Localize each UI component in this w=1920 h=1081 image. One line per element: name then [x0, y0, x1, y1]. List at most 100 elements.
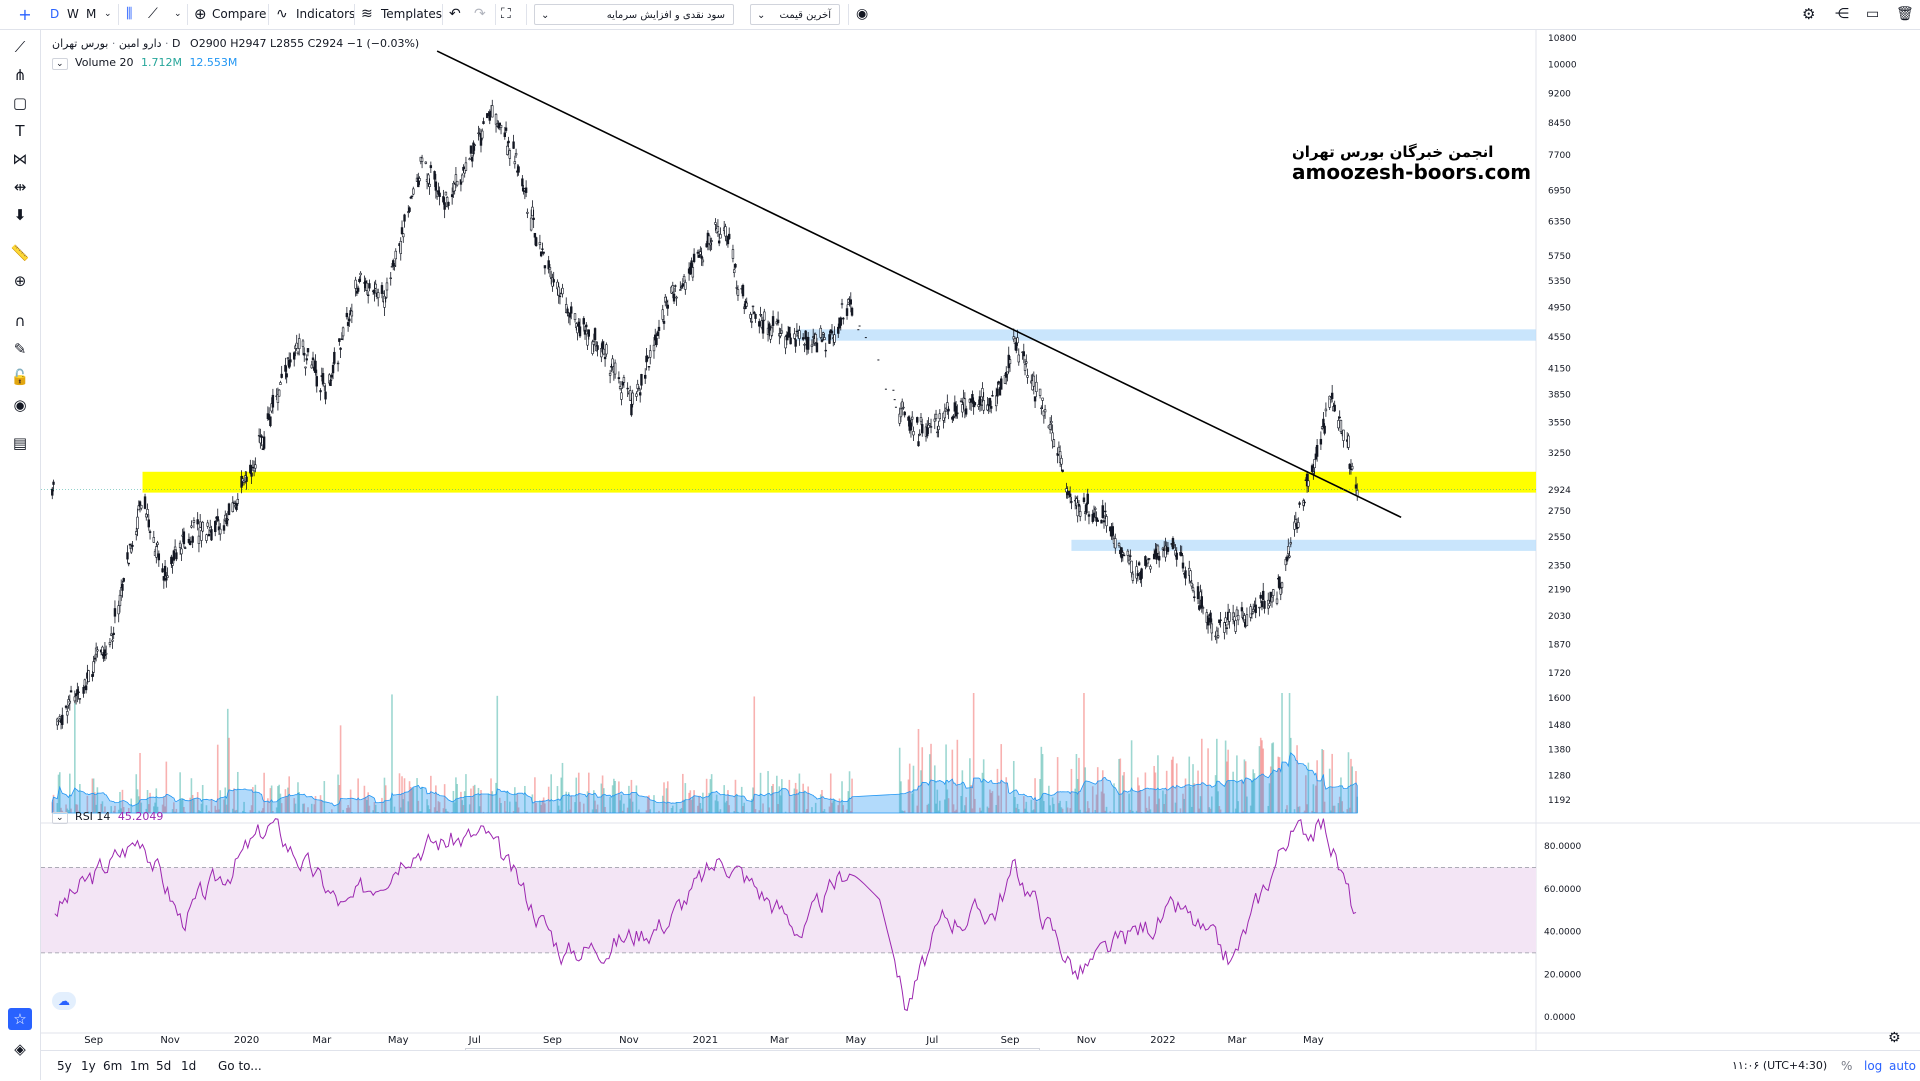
- gear-icon[interactable]: ⚙: [1802, 0, 1815, 29]
- symbol-legend: دارو امین · بورس تهران · D O2900 H2947 L…: [52, 37, 419, 50]
- price-tick-label: 2030: [1548, 612, 1571, 622]
- candle-body: [1071, 502, 1073, 503]
- candle-body: [411, 196, 413, 197]
- candle-body: [293, 353, 295, 360]
- text-tool-icon[interactable]: T: [8, 120, 32, 142]
- share-icon[interactable]: ⋲: [1835, 0, 1849, 29]
- range-5y[interactable]: 5y: [57, 1051, 72, 1081]
- range-5d[interactable]: 5d: [156, 1051, 171, 1081]
- candle-body: [1023, 352, 1025, 356]
- log-toggle[interactable]: log: [1864, 1051, 1882, 1081]
- candle-body: [69, 701, 71, 703]
- candle-body: [262, 449, 264, 450]
- divider: [118, 4, 119, 25]
- interval-w[interactable]: W: [67, 0, 79, 29]
- range-1d[interactable]: 1d: [181, 1051, 196, 1081]
- draw-mode-icon[interactable]: ✎: [8, 338, 32, 360]
- trash-icon[interactable]: 🗑: [1896, 0, 1914, 29]
- crosshair-icon[interactable]: +: [16, 0, 34, 29]
- magnet-icon[interactable]: ∩: [8, 310, 32, 332]
- candle-body: [1138, 563, 1140, 565]
- candle-body: [711, 241, 713, 242]
- line-chart-icon[interactable]: ⟋: [148, 0, 158, 29]
- rectangle-tool-icon[interactable]: ▢: [8, 92, 32, 114]
- candle-body: [682, 284, 684, 287]
- timezone-clock[interactable]: ۱۱:۰۶ (UTC+4:30): [1732, 1051, 1827, 1081]
- collapse-rsi-icon[interactable]: ⌄: [52, 812, 68, 824]
- candle-body: [351, 311, 353, 316]
- candle-body: [544, 266, 546, 268]
- trendline-tool-icon[interactable]: ⟋: [8, 36, 32, 58]
- range-1m[interactable]: 1m: [130, 1051, 149, 1081]
- goto-button[interactable]: Go to...: [218, 1051, 262, 1081]
- candle-body: [1128, 560, 1130, 563]
- templates-button[interactable]: Templates: [381, 0, 442, 29]
- candle-body: [412, 189, 414, 194]
- chart-canvas[interactable]: 1080010000920084507700695063505750535049…: [41, 30, 1920, 1050]
- prediction-tool-icon[interactable]: ⇹: [8, 176, 32, 198]
- candles-icon[interactable]: ⫼: [126, 0, 132, 29]
- candle-body: [429, 184, 431, 186]
- auto-toggle[interactable]: auto: [1889, 1051, 1916, 1081]
- range-6m[interactable]: 6m: [103, 1051, 122, 1081]
- candle-body: [367, 295, 369, 296]
- lock-icon[interactable]: 🔓: [8, 366, 32, 388]
- candle-body: [620, 393, 622, 400]
- arrow-down-icon[interactable]: ⬇: [8, 204, 32, 226]
- candle-body: [805, 331, 807, 339]
- indicators-icon[interactable]: ∿: [276, 0, 288, 29]
- remove-drawings-icon[interactable]: ▤: [8, 432, 32, 454]
- interval-m[interactable]: M: [86, 0, 96, 29]
- candle-body: [663, 321, 665, 323]
- pattern-tool-icon[interactable]: ⋈: [8, 148, 32, 170]
- candle-body: [149, 532, 151, 533]
- candle-body: [1017, 338, 1019, 343]
- candle-body: [307, 348, 309, 352]
- time-tick-label: Sep: [84, 1035, 103, 1046]
- collapse-volume-icon[interactable]: ⌄: [52, 58, 68, 70]
- candle-body: [1137, 573, 1139, 575]
- compare-plus-icon[interactable]: ⊕: [194, 0, 207, 29]
- candle-body: [802, 338, 804, 340]
- redo-icon[interactable]: ↷: [474, 0, 486, 29]
- tradingview-logo-icon[interactable]: ☁: [52, 992, 76, 1010]
- candle-body: [965, 409, 967, 415]
- eye-icon[interactable]: ◉: [856, 0, 868, 29]
- interval-dropdown-icon[interactable]: ⌄: [104, 0, 112, 29]
- compare-button[interactable]: Compare: [212, 0, 266, 29]
- dividend-adjustment-select[interactable]: ⌄سود نقدی و افزایش سرمایه: [534, 4, 734, 25]
- candle-body: [506, 146, 508, 154]
- candle-body: [1343, 430, 1345, 440]
- chart-settings-gear-icon[interactable]: ⚙: [1888, 1030, 1901, 1046]
- interval-d[interactable]: D: [50, 0, 59, 29]
- undo-icon[interactable]: ↶: [449, 0, 461, 29]
- zoom-in-icon[interactable]: ⊕: [8, 270, 32, 292]
- candle-body: [56, 719, 58, 725]
- interval-label: D: [172, 37, 180, 50]
- snapshot-icon[interactable]: ▭: [1866, 0, 1879, 29]
- templates-icon[interactable]: ≋: [361, 0, 373, 29]
- candle-body: [1325, 409, 1327, 411]
- pitchfork-tool-icon[interactable]: ⋔: [8, 64, 32, 86]
- range-1y[interactable]: 1y: [81, 1051, 96, 1081]
- fullscreen-icon[interactable]: ⛶: [501, 0, 511, 29]
- candle-body: [1192, 588, 1194, 591]
- favorites-star-icon[interactable]: ☆: [8, 1008, 32, 1030]
- candle-body: [684, 282, 686, 289]
- candle-body: [825, 350, 827, 351]
- percent-toggle[interactable]: %: [1841, 1051, 1852, 1081]
- candle-body: [358, 279, 360, 282]
- eye-icon[interactable]: ◉: [8, 394, 32, 416]
- time-tick-label: Mar: [312, 1035, 332, 1046]
- candle-body: [130, 548, 132, 552]
- price-tick-label: 3850: [1548, 391, 1571, 401]
- candle-body: [653, 345, 655, 351]
- price-type-select[interactable]: ⌄آخرین قیمت: [750, 4, 840, 25]
- candle-body: [425, 162, 427, 163]
- ruler-icon[interactable]: 📏: [8, 242, 32, 264]
- chart-type-dropdown-icon[interactable]: ⌄: [174, 0, 182, 29]
- candle-body: [681, 287, 683, 288]
- layers-icon[interactable]: ◈: [8, 1038, 32, 1060]
- candle-body: [916, 417, 918, 422]
- indicators-button[interactable]: Indicators: [296, 0, 355, 29]
